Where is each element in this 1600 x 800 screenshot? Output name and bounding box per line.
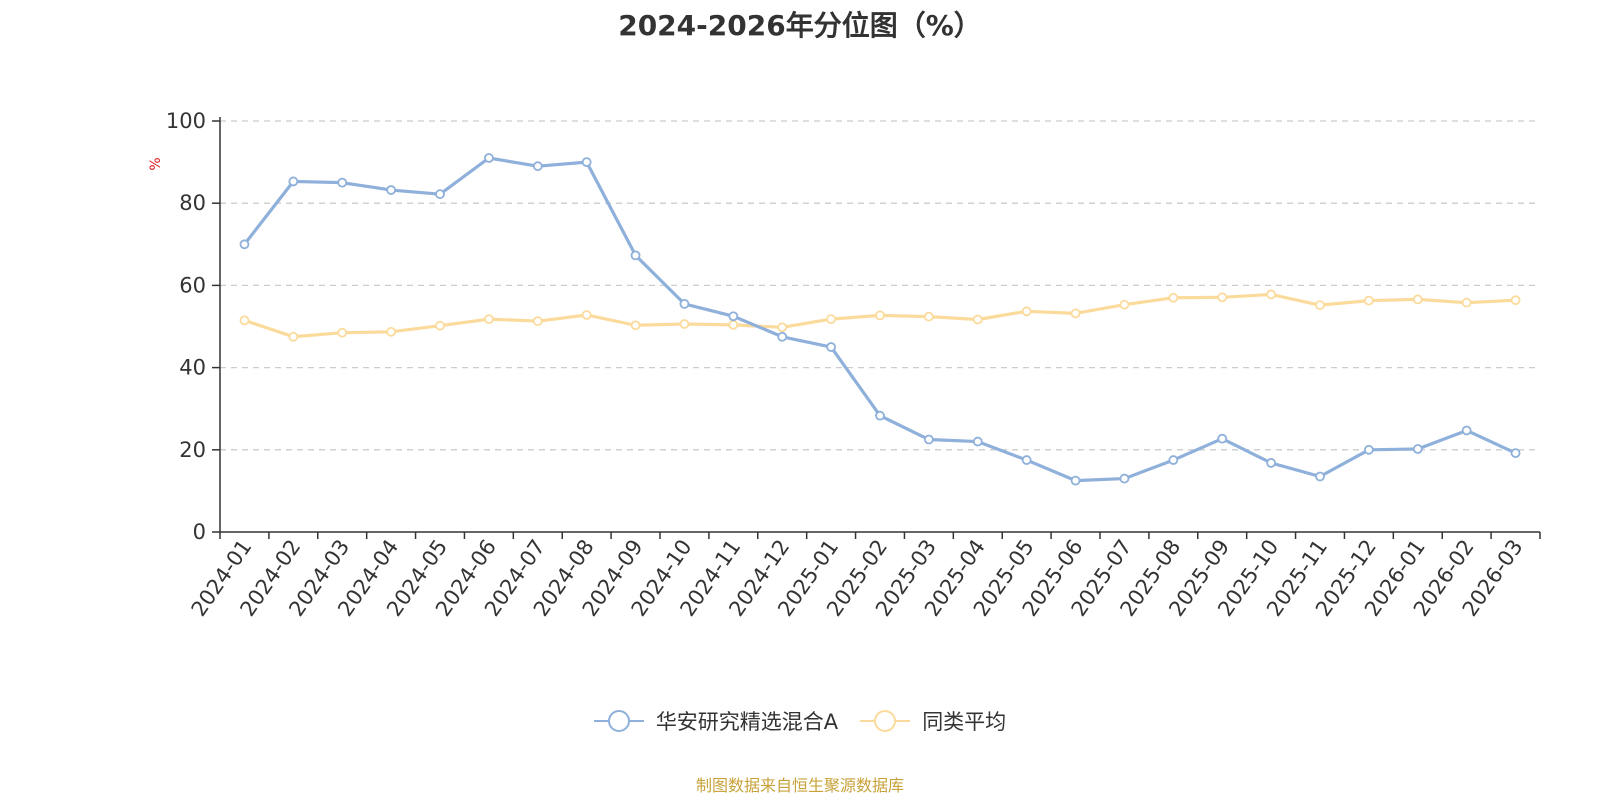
data-point: [1266, 458, 1277, 468]
data-point: [1021, 306, 1032, 317]
data-point: [875, 410, 885, 421]
data-point: [1266, 289, 1277, 300]
data-point: [1461, 297, 1472, 308]
legend: 华安研究精选混合A 同类平均: [0, 706, 1600, 736]
data-point: [1119, 473, 1130, 484]
data-point: [532, 161, 543, 172]
data-point: [826, 314, 837, 325]
data-point: [777, 331, 788, 342]
data-point: [923, 311, 934, 322]
y-tick-label: 100: [166, 109, 206, 133]
data-point: [1217, 433, 1228, 444]
data-point: [1168, 455, 1179, 465]
data-point: [923, 434, 934, 445]
data-point: [679, 298, 690, 309]
data-point: [826, 342, 837, 352]
legend-item[interactable]: 同类平均: [860, 706, 1006, 736]
data-point: [337, 177, 348, 188]
line-chart: 0204060801002024-012024-022024-032024-04…: [148, 109, 1541, 621]
data-point: [239, 239, 250, 250]
data-point: [777, 322, 788, 333]
data-point: [972, 436, 983, 447]
y-axis-label: %: [148, 157, 164, 170]
data-source-note: 制图数据来自恒生聚源数据库: [695, 776, 904, 795]
data-point: [581, 157, 592, 168]
data-point: [630, 320, 641, 331]
data-point: [288, 331, 299, 342]
data-point: [630, 250, 641, 261]
series-points: [239, 153, 1521, 486]
data-point: [1070, 308, 1081, 319]
data-point: [337, 327, 348, 338]
data-point: [435, 320, 445, 331]
data-point: [1412, 294, 1423, 305]
legend-marker-circle: [607, 710, 630, 732]
legend-label: 同类平均: [922, 710, 1007, 734]
data-point: [386, 185, 397, 195]
data-point: [581, 310, 592, 320]
data-point: [532, 316, 543, 327]
data-point: [679, 319, 690, 329]
data-point: [972, 314, 983, 325]
data-point: [1510, 295, 1521, 306]
data-point: [1412, 444, 1423, 454]
y-tick-label: 80: [179, 191, 206, 215]
data-point: [1461, 425, 1472, 436]
grid-lines: [220, 120, 1540, 451]
data-point: [1168, 292, 1179, 303]
data-point: [435, 189, 445, 200]
data-point: [1070, 475, 1081, 486]
data-point: [1021, 455, 1032, 465]
data-point: [483, 153, 494, 163]
data-point: [728, 319, 739, 330]
data-point: [1363, 295, 1374, 306]
legend-label: 华安研究精选混合A: [655, 710, 839, 734]
data-point: [875, 310, 885, 321]
data-point: [1510, 448, 1521, 458]
data-point: [1315, 300, 1325, 311]
legend-marker-icon: [593, 710, 644, 732]
y-tick-label: 60: [179, 273, 206, 297]
data-point: [1315, 471, 1325, 482]
data-point: [1119, 299, 1130, 310]
data-point: [728, 311, 739, 322]
y-tick-label: 40: [179, 356, 206, 380]
data-point: [1363, 444, 1374, 455]
data-point: [1217, 292, 1228, 303]
data-point: [483, 314, 494, 325]
y-tick-label: 20: [179, 438, 206, 462]
chart-title: 2024-2026年分位图（%）: [618, 9, 982, 42]
data-point: [288, 176, 299, 187]
data-point: [386, 326, 397, 337]
legend-item[interactable]: 华安研究精选混合A: [593, 706, 839, 736]
legend-marker-icon: [860, 710, 911, 732]
y-tick-label: 0: [193, 520, 206, 544]
legend-marker-circle: [874, 710, 897, 732]
data-point: [239, 315, 250, 326]
